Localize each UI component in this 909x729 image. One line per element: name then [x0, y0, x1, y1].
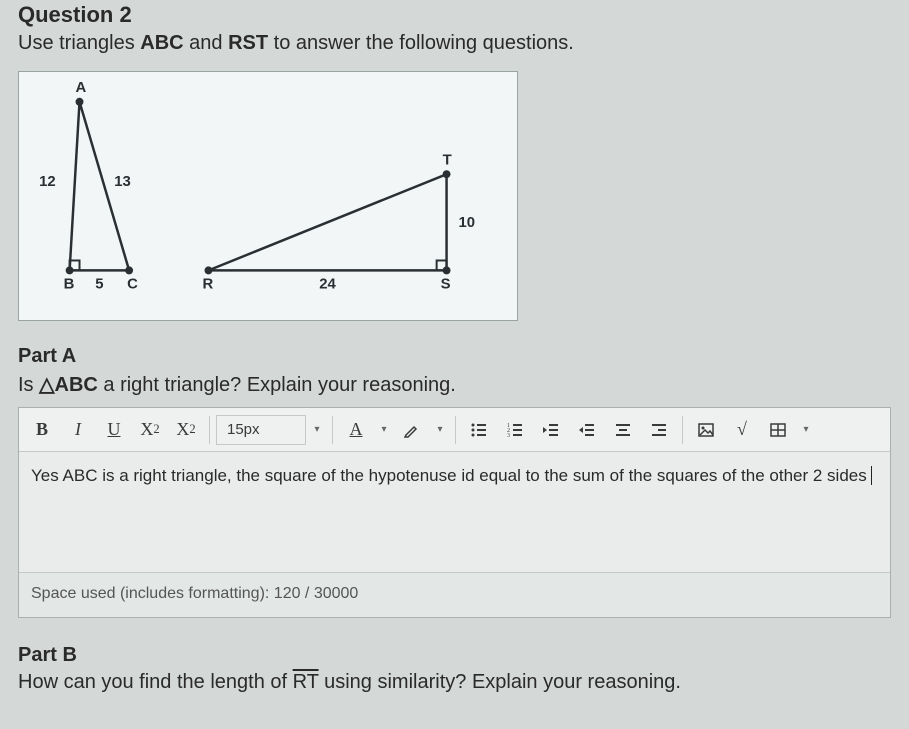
prompt-mid: and — [184, 32, 228, 54]
separator — [455, 416, 456, 444]
label-side-rs: 24 — [319, 276, 336, 292]
point-r — [205, 266, 213, 274]
label-side-ab: 12 — [39, 174, 56, 190]
label-b: B — [64, 276, 75, 292]
pb-prefix: How can you find the length of — [18, 671, 293, 693]
pa-prefix: Is — [18, 374, 39, 396]
pb-suffix: using similarity? Explain your reasoning… — [319, 671, 681, 693]
part-b-label: Part B — [18, 644, 891, 667]
label-t: T — [443, 152, 452, 168]
figure-svg: A B C 12 13 5 R S T 24 10 — [19, 72, 517, 320]
part-a-label: Part A — [18, 345, 891, 368]
outdent-button[interactable] — [534, 413, 568, 447]
point-c — [125, 266, 133, 274]
separator — [332, 416, 333, 444]
label-c: C — [127, 276, 138, 292]
question-header: Question 2 — [18, 2, 891, 28]
highlight-button[interactable] — [395, 413, 429, 447]
label-side-bc: 5 — [95, 276, 103, 292]
image-icon — [697, 421, 715, 439]
outdent-icon — [542, 421, 560, 439]
part-a-question: Is △ABC a right triangle? Explain your r… — [18, 372, 891, 397]
chevron-down-icon[interactable]: ▾ — [308, 413, 326, 447]
formula-button[interactable]: √ — [725, 413, 759, 447]
bold-button[interactable]: B — [25, 413, 59, 447]
answer-text: Yes ABC is a right triangle, the square … — [31, 466, 867, 485]
number-list-button[interactable]: 123 — [498, 413, 532, 447]
pa-tri: △ABC — [39, 374, 98, 396]
indent-button[interactable] — [570, 413, 604, 447]
bullet-list-button[interactable] — [462, 413, 496, 447]
question-prompt: Use triangles ABC and RST to answer the … — [18, 32, 891, 55]
align-right-icon — [650, 421, 668, 439]
fontsize-select[interactable]: 15px — [216, 415, 306, 445]
prompt-prefix: Use triangles — [18, 32, 140, 54]
label-side-st: 10 — [458, 215, 475, 231]
table-button[interactable] — [761, 413, 795, 447]
label-s: S — [441, 276, 451, 292]
svg-text:3: 3 — [507, 433, 510, 439]
highlight-icon — [403, 421, 421, 439]
label-side-ac: 13 — [114, 174, 131, 190]
italic-button[interactable]: I — [61, 413, 95, 447]
sub-base: X — [176, 419, 189, 440]
align-right-button[interactable] — [642, 413, 676, 447]
prompt-tri1: ABC — [140, 32, 183, 54]
subscript-button[interactable]: X2 — [169, 413, 203, 447]
figure-container: A B C 12 13 5 R S T 24 10 — [18, 71, 518, 321]
separator — [682, 416, 683, 444]
prompt-suffix: to answer the following questions. — [268, 32, 574, 54]
fontsize-value: 15px — [227, 421, 260, 438]
label-a: A — [76, 80, 87, 96]
point-a — [76, 98, 84, 106]
textcolor-label: A — [350, 419, 363, 440]
editor-content[interactable]: Yes ABC is a right triangle, the square … — [19, 452, 890, 572]
text-caret — [867, 466, 873, 485]
bullet-list-icon — [470, 421, 488, 439]
space-used-label: Space used (includes formatting): 120 / … — [19, 572, 890, 617]
pa-suffix: a right triangle? Explain your reasoning… — [98, 374, 456, 396]
superscript-button[interactable]: X2 — [133, 413, 167, 447]
rich-text-editor: B I U X2 X2 15px ▾ A ▾ ▾ 123 — [18, 407, 891, 618]
triangle-rst — [208, 174, 446, 270]
chevron-down-icon[interactable]: ▾ — [797, 413, 815, 447]
underline-button[interactable]: U — [97, 413, 131, 447]
align-center-icon — [614, 421, 632, 439]
pb-seg: RT — [293, 671, 319, 693]
text-color-button[interactable]: A — [339, 413, 373, 447]
editor-toolbar: B I U X2 X2 15px ▾ A ▾ ▾ 123 — [19, 408, 890, 452]
chevron-down-icon[interactable]: ▾ — [375, 413, 393, 447]
table-icon — [769, 421, 787, 439]
align-center-button[interactable] — [606, 413, 640, 447]
point-t — [443, 170, 451, 178]
sup-base: X — [140, 419, 153, 440]
separator — [209, 416, 210, 444]
number-list-icon: 123 — [506, 421, 524, 439]
indent-icon — [578, 421, 596, 439]
label-r: R — [203, 276, 214, 292]
part-b-question: How can you find the length of RT using … — [18, 671, 891, 694]
prompt-tri2: RST — [228, 32, 268, 54]
image-button[interactable] — [689, 413, 723, 447]
chevron-down-icon[interactable]: ▾ — [431, 413, 449, 447]
